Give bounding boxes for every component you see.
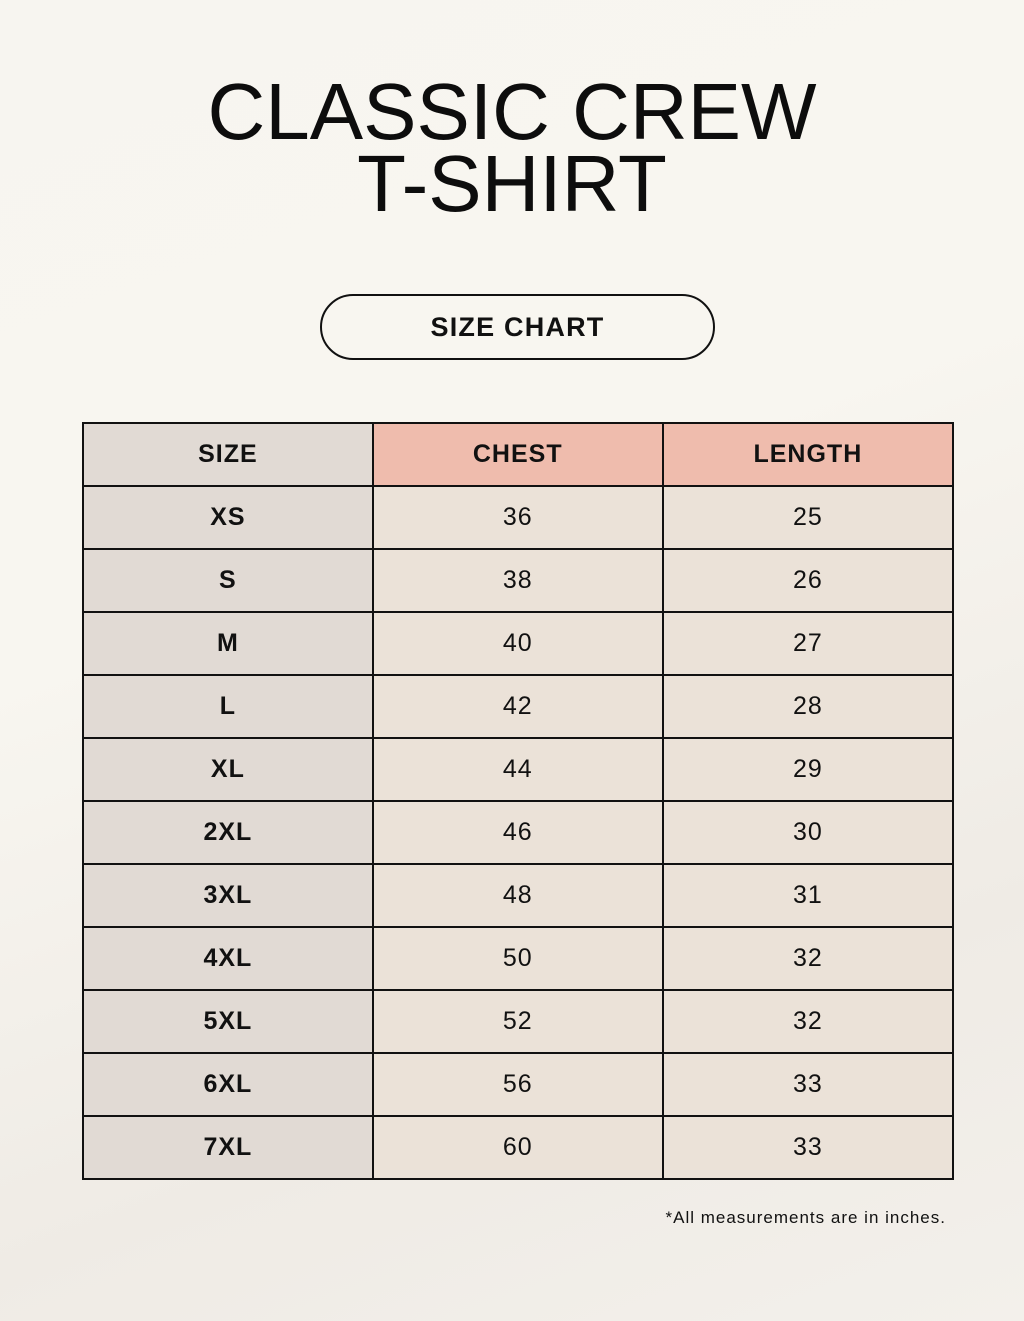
page-title: CLASSIC CREW T-SHIRT bbox=[0, 67, 1024, 228]
chest-cell: 50 bbox=[371, 926, 664, 991]
size-table: SIZE CHEST LENGTH XS 36 25 S 38 26 M 40 27 L 42 28 X… bbox=[82, 422, 955, 1180]
length-cell: 28 bbox=[661, 674, 955, 739]
length-cell: 27 bbox=[661, 611, 955, 676]
size-cell: 4XL bbox=[82, 926, 374, 991]
chest-cell: 36 bbox=[371, 485, 664, 550]
size-cell: L bbox=[82, 674, 374, 739]
length-cell: 26 bbox=[661, 548, 955, 613]
chest-cell: 48 bbox=[371, 863, 664, 928]
table-row: M 40 27 bbox=[82, 611, 955, 676]
chest-cell: 40 bbox=[371, 611, 664, 676]
length-cell: 30 bbox=[661, 800, 955, 865]
chest-cell: 46 bbox=[371, 800, 664, 865]
table-row: XS 36 25 bbox=[82, 485, 955, 550]
length-cell: 31 bbox=[661, 863, 955, 928]
size-cell: XS bbox=[82, 485, 374, 550]
length-cell: 29 bbox=[661, 737, 955, 802]
size-chart-label: SIZE CHART bbox=[430, 311, 605, 342]
size-cell: 3XL bbox=[82, 863, 374, 928]
size-cell: M bbox=[82, 611, 374, 676]
size-cell: S bbox=[82, 548, 374, 613]
table-row: S 38 26 bbox=[82, 548, 955, 613]
table-row: 5XL 52 32 bbox=[82, 989, 955, 1054]
chest-cell: 60 bbox=[371, 1115, 664, 1180]
chest-cell: 56 bbox=[371, 1052, 664, 1117]
chest-cell: 52 bbox=[371, 989, 664, 1054]
table-row: 4XL 50 32 bbox=[82, 926, 955, 991]
header-size: SIZE bbox=[82, 422, 374, 487]
size-cell: 6XL bbox=[82, 1052, 374, 1117]
chest-cell: 44 bbox=[371, 737, 664, 802]
header-chest: CHEST bbox=[371, 422, 664, 487]
table-row: 3XL 48 31 bbox=[82, 863, 955, 928]
table-row: 7XL 60 33 bbox=[82, 1115, 955, 1180]
title-line-2: T-SHIRT bbox=[357, 139, 667, 228]
size-chart-badge: SIZE CHART bbox=[320, 294, 715, 360]
size-cell: XL bbox=[82, 737, 374, 802]
chest-cell: 42 bbox=[371, 674, 664, 739]
table-row: XL 44 29 bbox=[82, 737, 955, 802]
title-line-1: CLASSIC CREW bbox=[207, 67, 817, 156]
size-cell: 2XL bbox=[82, 800, 374, 865]
chest-cell: 38 bbox=[371, 548, 664, 613]
length-cell: 25 bbox=[661, 485, 955, 550]
table-row: 6XL 56 33 bbox=[82, 1052, 955, 1117]
table-row: L 42 28 bbox=[82, 674, 955, 739]
table-header-row: SIZE CHEST LENGTH bbox=[82, 422, 955, 487]
length-cell: 32 bbox=[661, 989, 955, 1054]
size-cell: 5XL bbox=[82, 989, 374, 1054]
length-cell: 33 bbox=[661, 1052, 955, 1117]
length-cell: 33 bbox=[661, 1115, 955, 1180]
header-length: LENGTH bbox=[661, 422, 955, 487]
table-row: 2XL 46 30 bbox=[82, 800, 955, 865]
length-cell: 32 bbox=[661, 926, 955, 991]
size-cell: 7XL bbox=[82, 1115, 374, 1180]
footnote: *All measurements are in inches. bbox=[665, 1208, 946, 1227]
